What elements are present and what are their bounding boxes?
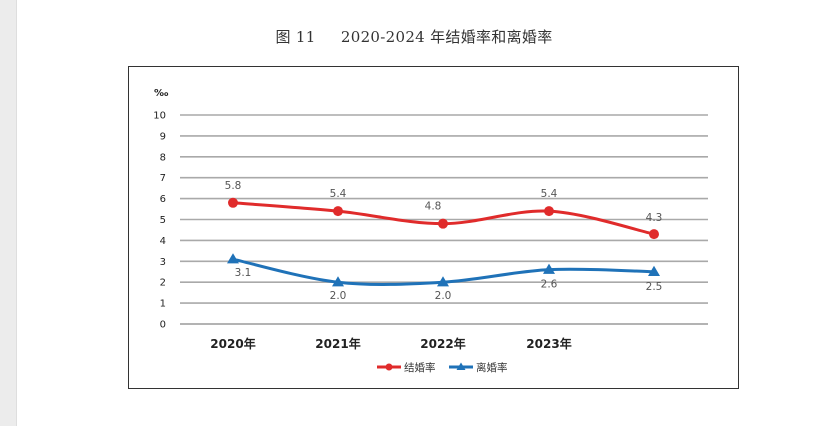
data-label: 3.1 (235, 267, 252, 279)
figure-number: 图 11 (275, 28, 316, 46)
y-tick-label: 4 (160, 236, 166, 247)
document-viewer-gutter (0, 0, 17, 426)
data-point (333, 206, 343, 217)
y-tick-label: 7 (160, 173, 166, 184)
y-tick-label: 10 (153, 111, 166, 122)
data-point (544, 206, 554, 217)
legend-label: 结婚率 (404, 361, 436, 374)
data-label: 2.0 (435, 290, 452, 302)
data-point (438, 218, 448, 229)
y-tick-label: 3 (160, 257, 166, 268)
data-label: 5.4 (330, 188, 347, 200)
data-point (648, 265, 660, 276)
y-axis-unit: ‰ (154, 88, 169, 99)
legend-marker (456, 362, 466, 370)
data-label: 2.5 (646, 281, 663, 293)
data-label: 2.6 (541, 279, 558, 291)
x-tick-label: 2022年 (420, 336, 465, 351)
figure-title: 2020-2024 年结婚率和离婚率 (340, 28, 553, 46)
chart-frame (128, 66, 739, 389)
data-point (649, 229, 659, 240)
y-tick-label: 8 (160, 152, 166, 163)
data-point (437, 276, 449, 287)
data-point (228, 197, 238, 208)
x-tick-label: 2020年 (210, 336, 255, 351)
data-point (227, 253, 239, 264)
data-label: 5.8 (225, 180, 242, 192)
x-tick-label: 2021年 (315, 336, 360, 351)
figure-caption: 图 11 2020-2024 年结婚率和离婚率 (0, 26, 828, 47)
y-tick-label: 6 (160, 194, 166, 205)
data-label: 2.0 (330, 290, 347, 302)
legend-marker (385, 363, 393, 371)
y-tick-label: 1 (160, 299, 166, 310)
y-tick-label: 9 (160, 131, 166, 142)
data-label: 5.4 (541, 188, 558, 200)
x-tick-label: 2023年 (526, 336, 571, 351)
data-point (543, 263, 555, 274)
y-tick-label: 2 (160, 278, 166, 289)
data-label: 4.3 (646, 212, 663, 224)
data-label: 4.8 (425, 201, 442, 213)
y-tick-label: 0 (160, 320, 166, 331)
legend-label: 离婚率 (476, 361, 508, 374)
y-tick-label: 5 (160, 215, 166, 226)
data-point (332, 276, 344, 287)
series-line (232, 201, 655, 236)
